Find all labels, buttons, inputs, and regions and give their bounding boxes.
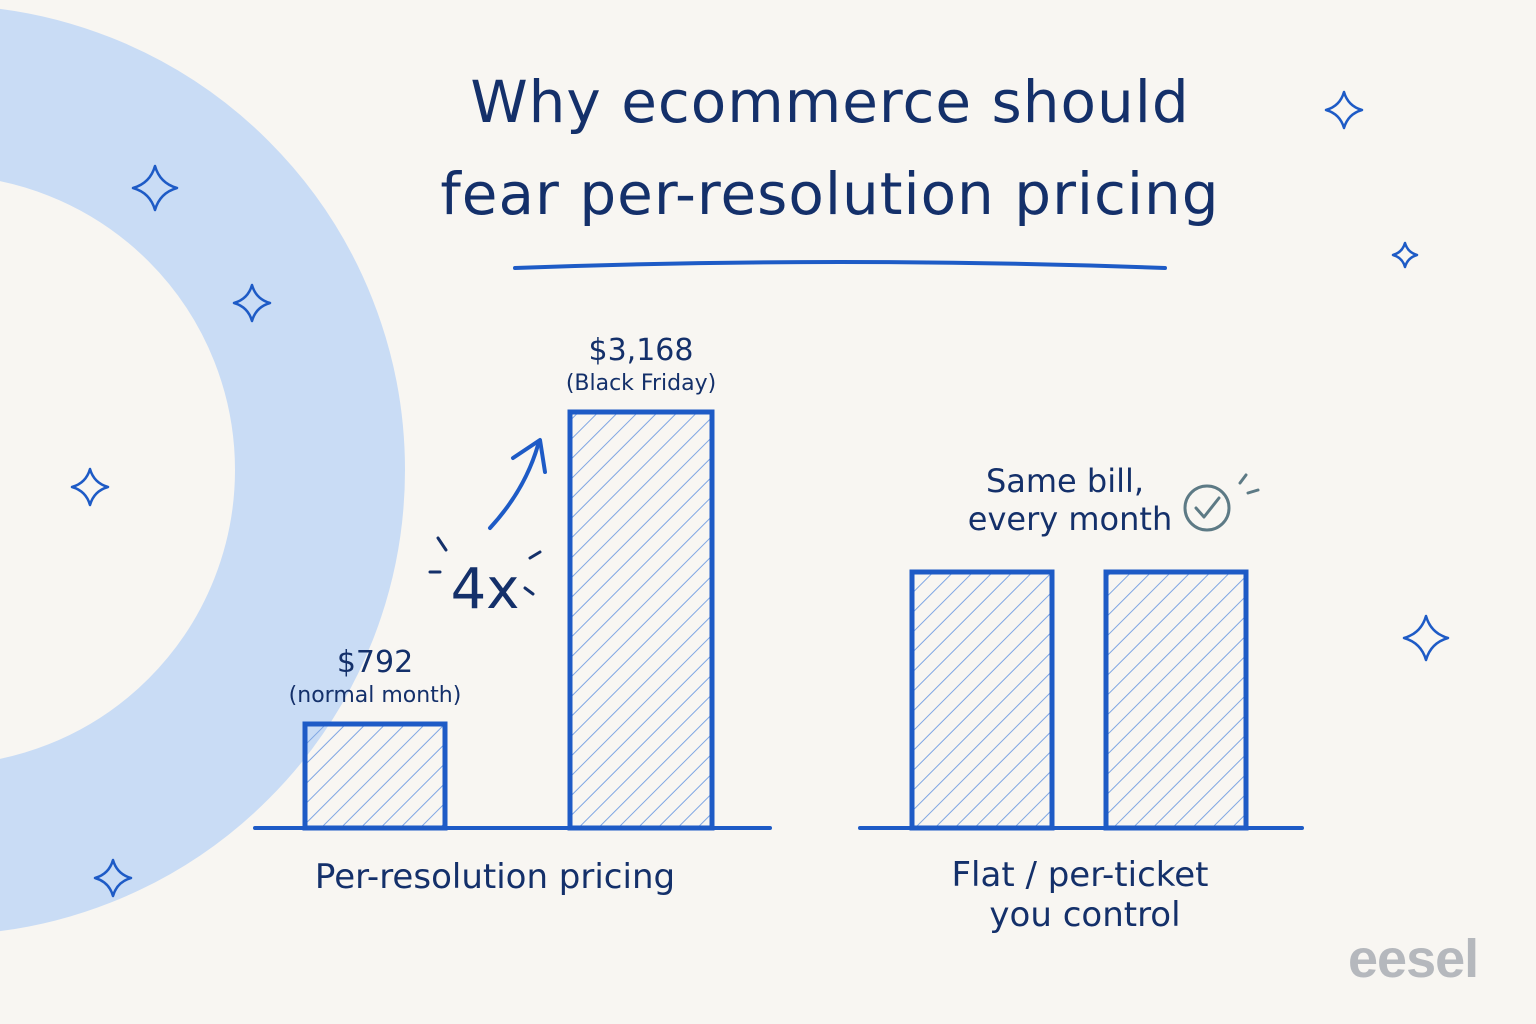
bar-sub-label: (normal month) (289, 683, 462, 708)
chart2-bars (909, 569, 1249, 831)
title-underline (513, 260, 1167, 270)
sparkle-icon (1402, 614, 1450, 662)
growth-arrowhead-icon (511, 438, 547, 474)
growth-arrow-icon (488, 443, 540, 530)
flat-pricing-chart: Same bill, every month Flat / per-ticket… (858, 462, 1304, 935)
sparkle-icon (93, 858, 133, 898)
chart2-group-label-line-2: you control (989, 895, 1180, 935)
sparkle-icon (70, 467, 110, 507)
chart2-group-label-line-1: Flat / per-ticket (951, 855, 1208, 895)
multiplier-label: 4x (451, 557, 520, 622)
flat-bar-1 (909, 569, 1055, 831)
sparkle-icons (70, 90, 1450, 898)
sparkle-icon (232, 283, 272, 323)
flat-bar-2 (1103, 569, 1249, 831)
emphasis-ticks (428, 536, 542, 596)
bar-black-friday (567, 409, 715, 831)
sparkle-icon (1391, 241, 1419, 269)
per-resolution-chart: $792 (normal month) $3,168 (Black Friday) 4… (253, 333, 772, 897)
annotation-line-2: every month (968, 500, 1172, 538)
annotation-line-1: Same bill, (986, 462, 1144, 500)
check-circle-icon (1183, 473, 1260, 532)
background-arc (0, 8, 405, 932)
sparkle-icon (1324, 90, 1364, 130)
bar-value-label: $792 (337, 645, 413, 680)
page-title-line-2: fear per-resolution pricing (440, 160, 1220, 228)
bar-value-label: $3,168 (589, 333, 694, 368)
chart1-bars: $792 (normal month) $3,168 (Black Friday) (289, 333, 716, 831)
bar-sub-label: (Black Friday) (566, 371, 716, 396)
brand-logo: eesel (1348, 929, 1479, 989)
bar-normal-month (302, 721, 448, 831)
chart1-group-label: Per-resolution pricing (315, 857, 675, 897)
page-title-line-1: Why ecommerce should (470, 68, 1190, 136)
sparkle-icon (131, 164, 179, 212)
